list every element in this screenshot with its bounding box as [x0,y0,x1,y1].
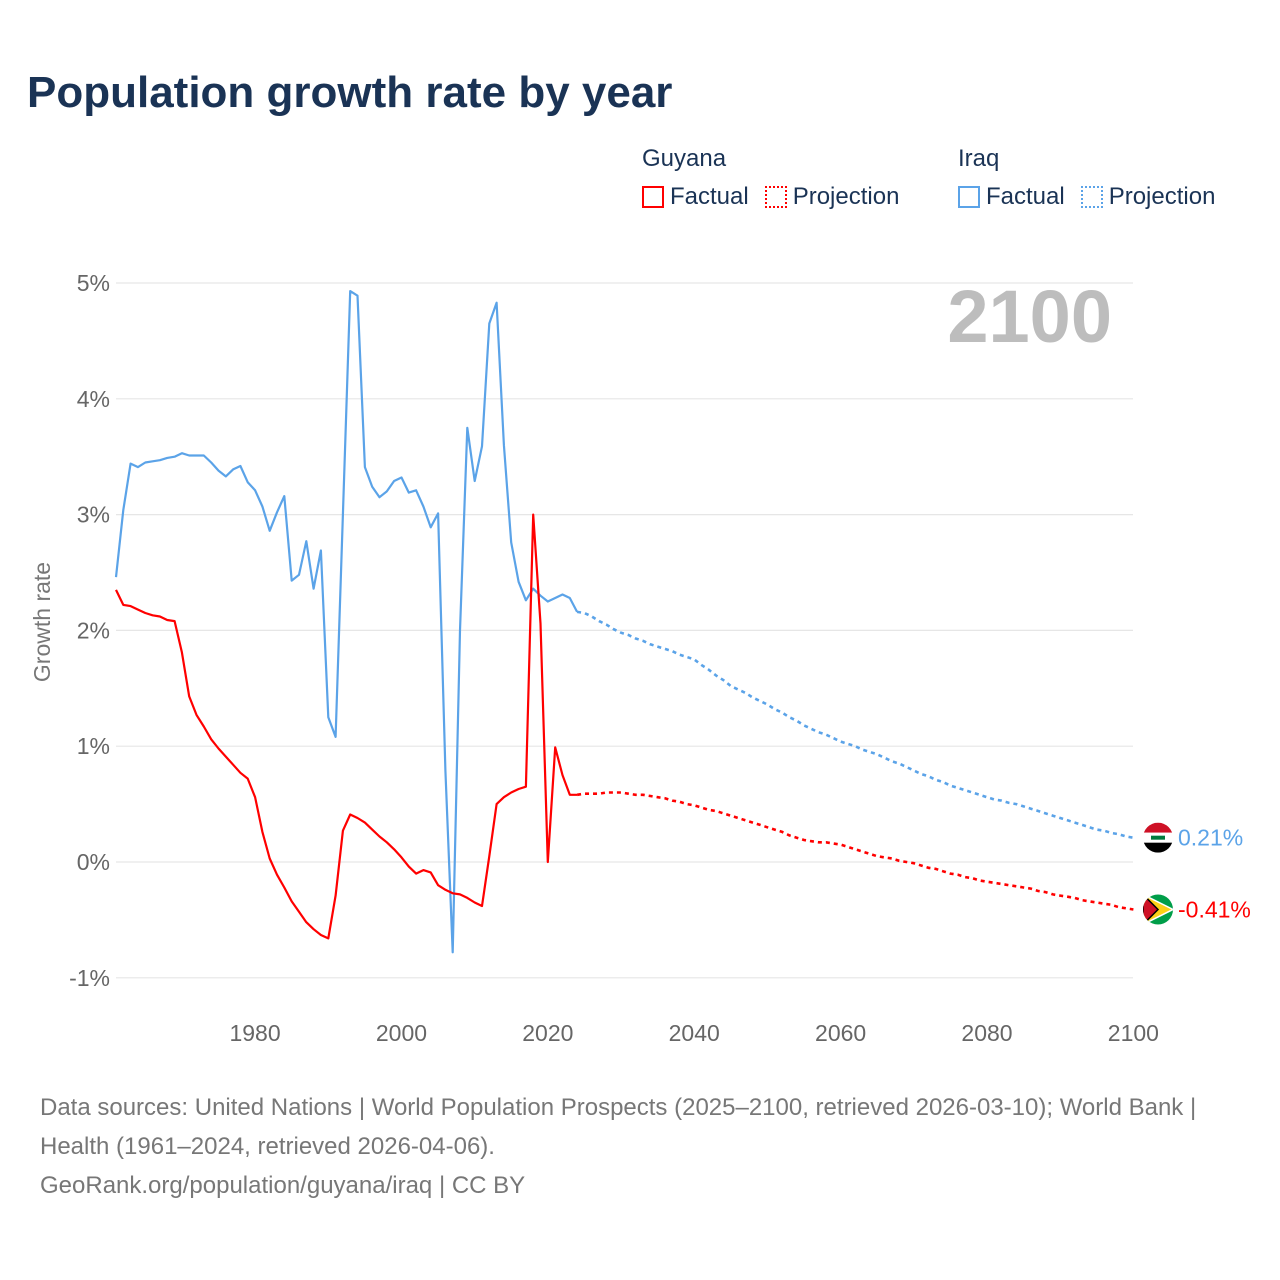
legend-label: Factual [670,183,749,210]
x-tick-label: 2000 [376,1020,427,1046]
solid-swatch-icon [958,186,980,208]
legend-iraq: Iraq Factual Projection [958,145,1215,211]
dotted-swatch-icon [1080,186,1103,208]
guyana-projection-line [576,791,1134,911]
legend-iraq-factual[interactable]: Factual [958,183,1065,211]
legend-label: Projection [792,183,900,210]
legend-guyana-projection[interactable]: Projection [764,183,900,211]
iraq-end-value-label: 0.21% [1178,825,1243,851]
flag-stripe [1143,832,1173,843]
y-axis-label: Growth rate [29,562,55,682]
legend-iraq-title: Iraq [958,145,1000,172]
guyana-factual-line [115,513,578,940]
guyana-flag-icon [1143,894,1173,925]
data-sources: Data sources: United Nations | World Pop… [40,1094,1197,1160]
legend-guyana: Guyana Factual Projection [642,145,899,211]
x-tick-label: 2020 [522,1020,573,1046]
flag-field [1143,894,1173,925]
solid-swatch-icon [642,186,664,208]
iraq-factual-line [114,290,579,954]
flag-stripe [1143,822,1173,833]
x-tick-label: 2080 [961,1020,1012,1046]
flag-emblem [1151,835,1165,840]
flag-triangle [1143,894,1173,925]
dotted-swatch-icon [764,186,787,208]
flag-stripe [1143,842,1173,853]
iraq-flag-icon [1143,822,1173,853]
legend-iraq-projection[interactable]: Projection [1080,183,1216,211]
iraq-projection-line [576,610,1134,839]
y-tick-label: 5% [77,270,110,296]
x-tick-label: 1980 [229,1020,280,1046]
x-tick-label: 2060 [815,1020,866,1046]
page-title: Population growth rate by year [27,68,673,117]
legend-label: Projection [1108,183,1216,210]
y-tick-label: 0% [77,849,110,875]
flag-triangle [1143,894,1160,925]
footer: Data sources: United Nations | World Pop… [40,1088,1240,1205]
y-tick-label: 1% [77,733,110,759]
x-tick-label: 2100 [1108,1020,1159,1046]
y-tick-label: 3% [77,502,110,528]
y-tick-label: -1% [69,965,110,991]
x-tick-label: 2040 [669,1020,720,1046]
legend-guyana-title: Guyana [642,145,727,172]
current-year-label: 2100 [947,275,1112,358]
legend-guyana-factual[interactable]: Factual [642,183,749,211]
credit-link[interactable]: GeoRank.org/population/guyana/iraq | CC … [40,1172,526,1199]
legend-label: Factual [986,183,1065,210]
y-tick-label: 4% [77,386,110,412]
guyana-end-value-label: -0.41% [1178,896,1251,922]
y-tick-label: 2% [77,617,110,643]
